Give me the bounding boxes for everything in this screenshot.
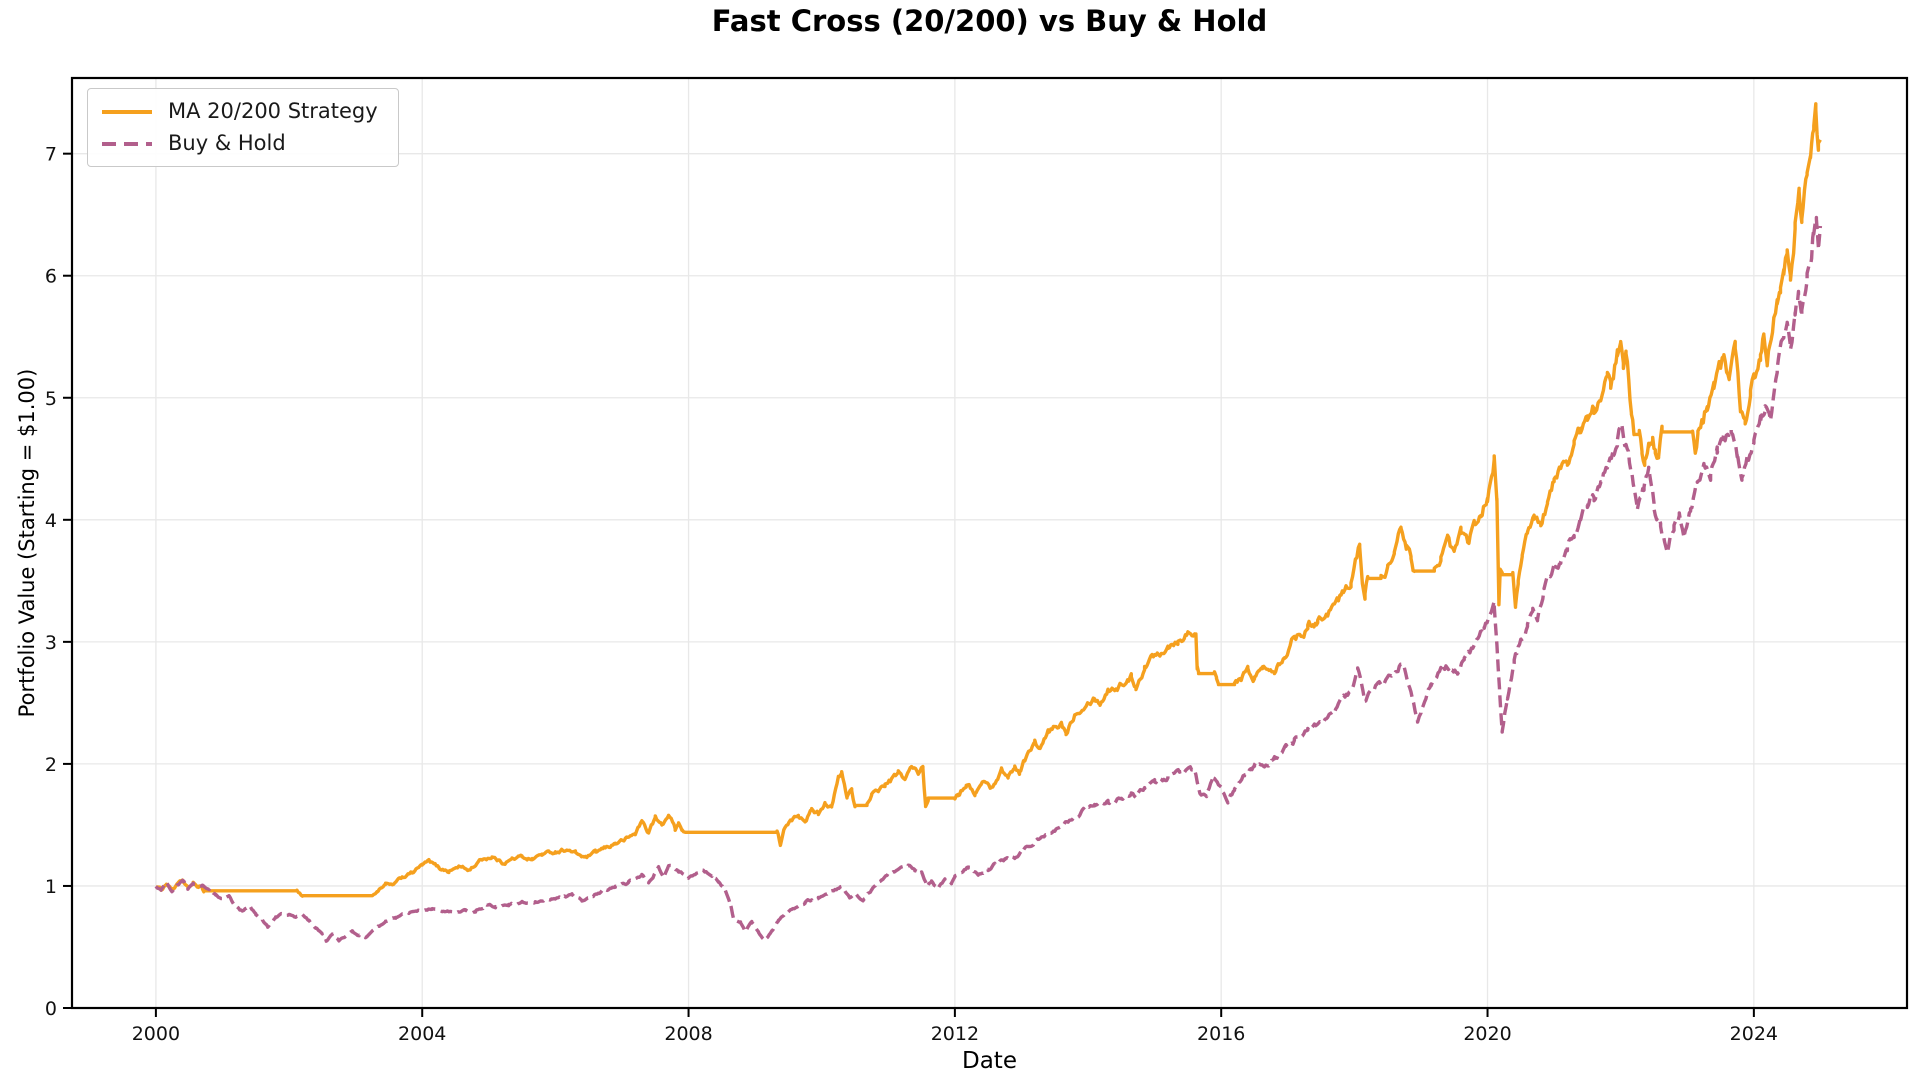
x-tick-label: 2016 (1197, 1023, 1245, 1045)
y-tick-label: 7 (45, 144, 57, 166)
axes-frame (70, 76, 1909, 1010)
y-axis-label: Portfolio Value (Starting = $1.00) (15, 368, 39, 718)
x-axis-label: Date (962, 1048, 1017, 1074)
y-tick-label: 5 (45, 388, 57, 410)
x-tick-label: 2004 (398, 1023, 446, 1045)
x-tick-label: 2024 (1730, 1023, 1778, 1045)
y-tick-label: 2 (45, 754, 57, 776)
legend-box: MA 20/200 Strategy Buy & Hold (87, 88, 399, 168)
chart-title: Fast Cross (20/200) vs Buy & Hold (711, 4, 1268, 38)
x-tick-label: 2012 (931, 1023, 979, 1045)
series-line-strategy (155, 102, 1822, 898)
y-tick-label: 0 (45, 998, 57, 1020)
y-tick-label: 4 (45, 510, 57, 532)
x-tick-label: 2008 (664, 1023, 712, 1045)
x-tick-label: 2000 (132, 1023, 180, 1045)
data-series-lines (154, 102, 1823, 943)
legend-label: Buy & Hold (168, 131, 286, 156)
y-tick-label: 6 (45, 266, 57, 288)
y-tick-label: 1 (45, 876, 57, 898)
legend-line-sample-icon (102, 141, 152, 146)
legend-line-sample-icon (102, 109, 152, 114)
y-tick-label: 3 (45, 632, 57, 654)
legend-label: MA 20/200 Strategy (168, 99, 378, 123)
x-tick-label: 2020 (1463, 1023, 1511, 1045)
legend-entry-buy-hold: Buy & Hold (101, 131, 378, 156)
tick-marks-and-labels: 2000 2004 2008 2012 2016 2020 2024 0 1 2 3 4 5 6 7 (45, 144, 1778, 1045)
legend-entry-strategy: MA 20/200 Strategy (101, 99, 378, 123)
series-line-buy-hold (154, 215, 1823, 943)
